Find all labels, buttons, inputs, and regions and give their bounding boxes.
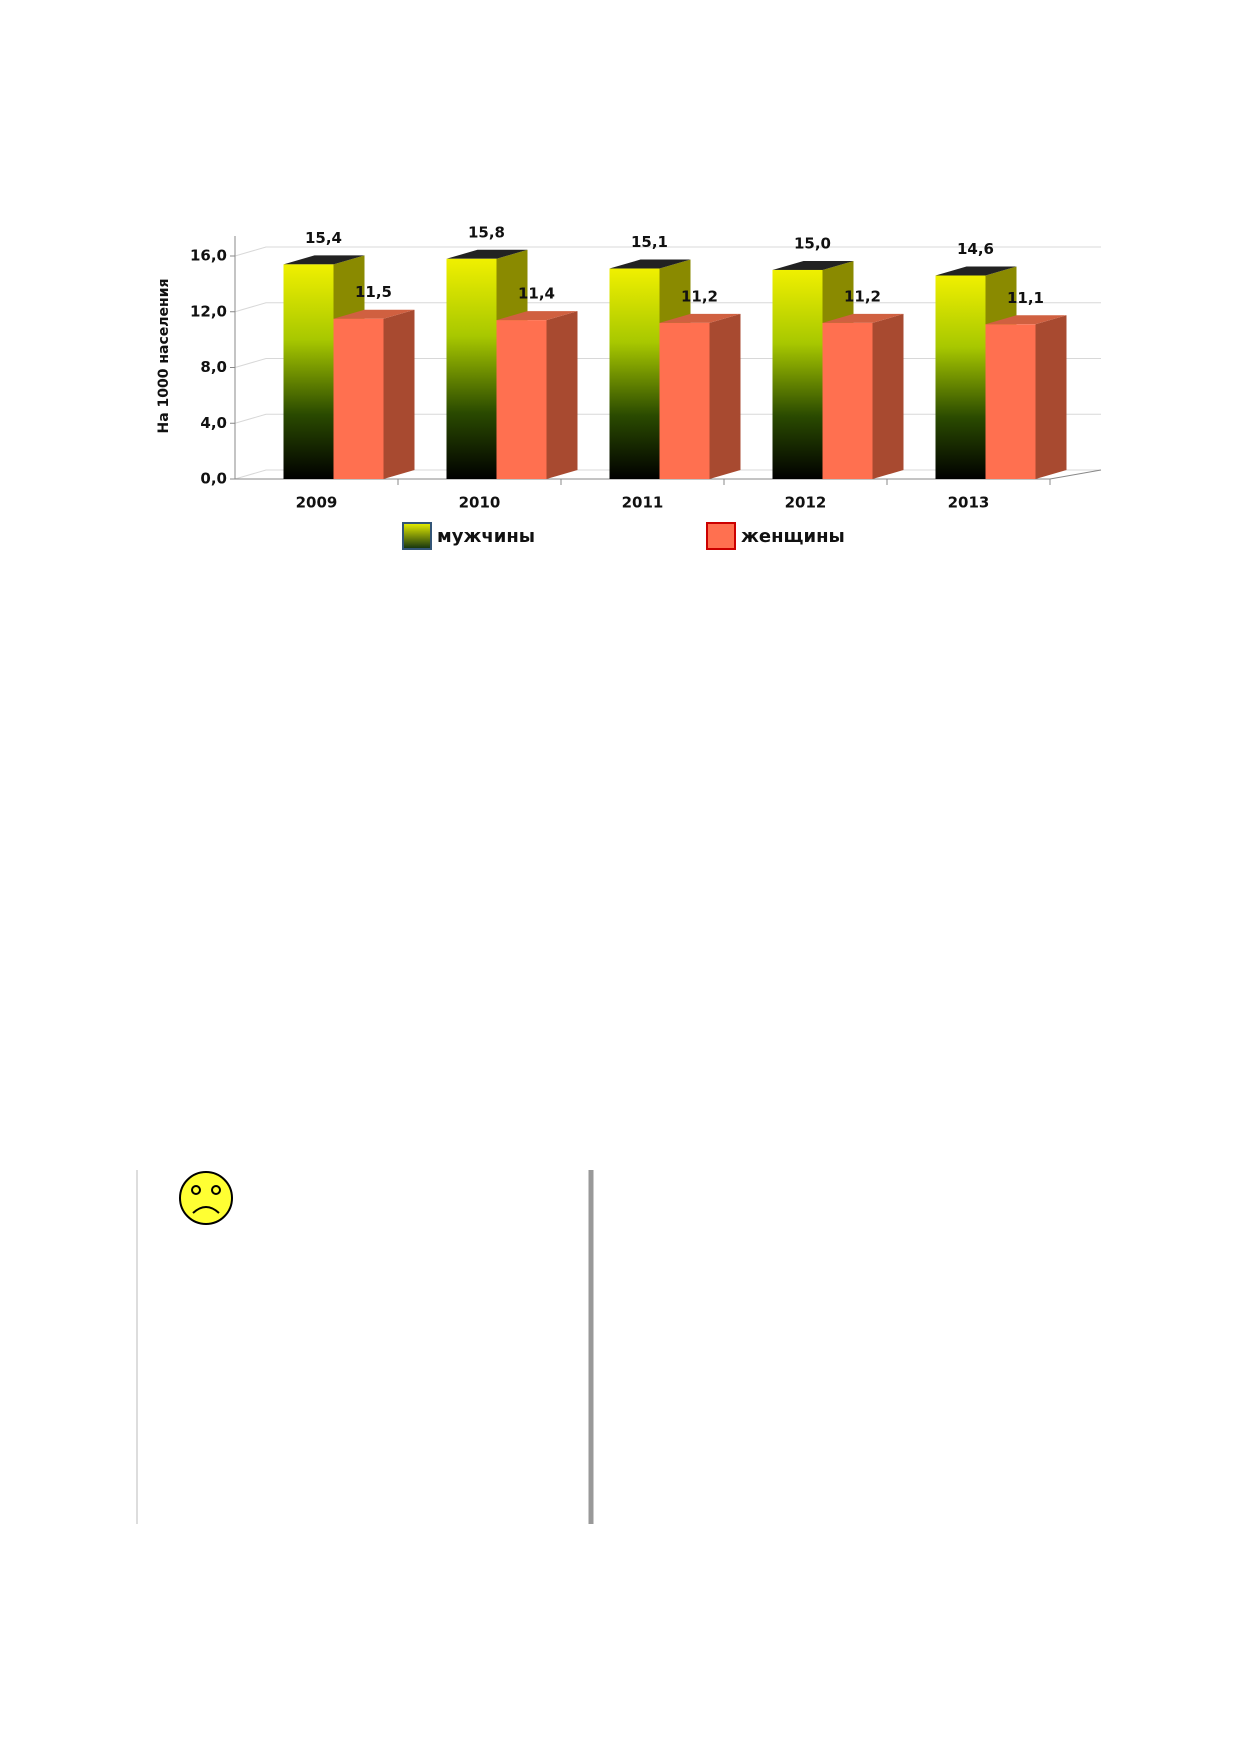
x-tick-label: 2011 [622, 494, 664, 512]
bar [659, 322, 710, 479]
legend-swatch [706, 522, 736, 550]
legend-label: женщины [741, 526, 845, 547]
bar [496, 320, 547, 479]
bar-side [546, 311, 578, 479]
data-label: 14,6 [957, 240, 994, 258]
bar [935, 275, 986, 479]
legend-label: мужчины [437, 526, 535, 547]
bar-top [772, 260, 854, 270]
x-tick-label: 2009 [296, 494, 338, 512]
bar-side [1035, 315, 1067, 479]
bar [446, 258, 497, 479]
data-label: 15,8 [468, 223, 505, 241]
data-label: 15,0 [794, 234, 831, 252]
data-label: 11,4 [518, 285, 555, 303]
y-tick-label: 0,0 [200, 470, 227, 488]
y-tick-label: 12,0 [190, 302, 227, 320]
bar-side [383, 309, 415, 479]
bar [609, 268, 660, 479]
bar [985, 324, 1036, 479]
sad-face-icon [179, 1171, 233, 1225]
legend-swatch [402, 522, 432, 550]
data-label: 11,5 [355, 283, 392, 301]
y-tick-label: 4,0 [200, 414, 227, 432]
y-tick-label: 16,0 [190, 247, 227, 265]
bar [283, 264, 334, 479]
bar-top [659, 313, 741, 323]
data-label: 11,1 [1007, 289, 1044, 307]
bar [772, 269, 823, 479]
bar [333, 318, 384, 479]
data-label: 11,2 [844, 287, 881, 305]
x-tick-label: 2012 [785, 494, 827, 512]
data-label: 15,4 [305, 229, 342, 247]
bar-top [283, 255, 365, 265]
chart: 0,0 4,0 8,0 12,0 16,0 2009 15,4 11,5 2010 15,8 11,… [190, 223, 1102, 550]
bar-top [935, 266, 1017, 276]
bar-side [872, 313, 904, 479]
bar [822, 322, 873, 479]
bar-top [985, 315, 1067, 325]
grid-line [234, 246, 1101, 257]
data-label: 15,1 [631, 233, 668, 251]
bar-top [333, 309, 415, 319]
bar-top [446, 249, 528, 259]
bar-side [709, 313, 741, 479]
x-tick-label: 2013 [948, 494, 990, 512]
y-tick-label: 8,0 [200, 358, 227, 376]
y-axis-label: На 1000 населения [156, 278, 172, 433]
bar-top [496, 311, 578, 321]
data-label: 11,2 [681, 287, 718, 305]
bar-top [822, 313, 904, 323]
x-tick-label: 2010 [459, 494, 501, 512]
bar-top [609, 259, 691, 269]
